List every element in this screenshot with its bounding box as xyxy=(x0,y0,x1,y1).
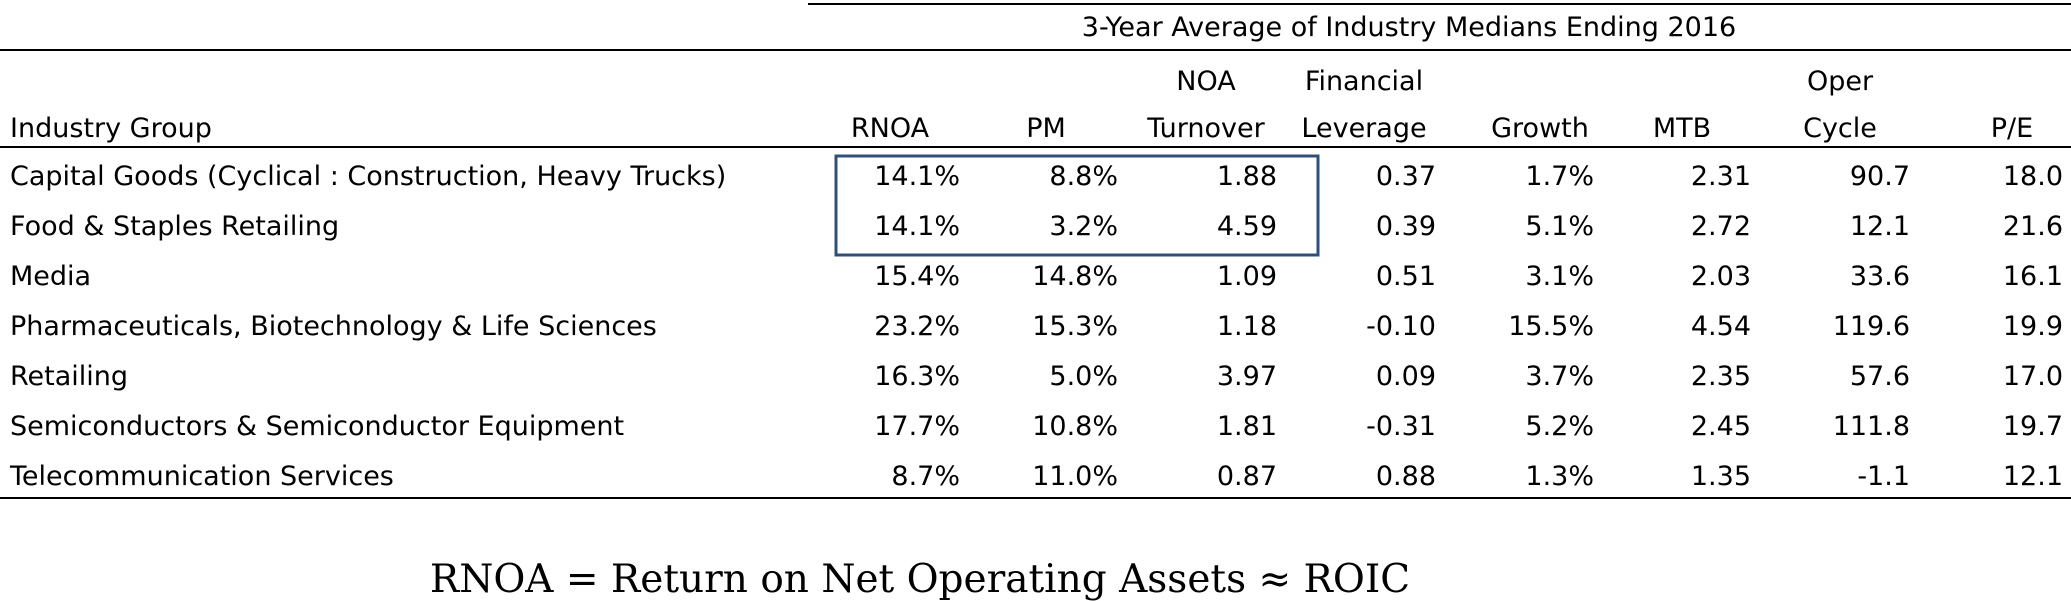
cell-rnoa: 16.3% xyxy=(874,361,960,392)
cell-mtb: 4.54 xyxy=(1691,311,1751,342)
table-row: Semiconductors & Semiconductor Equipment… xyxy=(10,411,2063,442)
cell-financial-leverage: 0.37 xyxy=(1376,161,1436,192)
cell-pe: 12.1 xyxy=(2003,461,2063,492)
cell-pm: 5.0% xyxy=(1049,361,1118,392)
header-growth-line-2: Growth xyxy=(1491,113,1589,144)
cell-rnoa: 8.7% xyxy=(891,461,960,492)
header-mtb-line-2: MTB xyxy=(1653,113,1711,144)
cell-oper-cycle: 111.8 xyxy=(1833,411,1910,442)
cell-growth: 15.5% xyxy=(1508,311,1594,342)
cell-mtb: 2.31 xyxy=(1691,161,1751,192)
cell-financial-leverage: 0.51 xyxy=(1376,261,1436,292)
header-financial-leverage-line-1: Financial xyxy=(1305,66,1423,97)
cell-pm: 10.8% xyxy=(1032,411,1118,442)
cell-growth: 1.3% xyxy=(1525,461,1594,492)
row-label: Capital Goods (Cyclical : Construction, … xyxy=(10,161,726,192)
cell-growth: 3.7% xyxy=(1525,361,1594,392)
cell-pm: 8.8% xyxy=(1049,161,1118,192)
cell-pm: 14.8% xyxy=(1032,261,1118,292)
cell-noa-turnover: 0.87 xyxy=(1217,461,1277,492)
column-headers: Industry Group RNOA PM NOA Turnover Financial… xyxy=(10,66,2033,144)
row-label: Telecommunication Services xyxy=(9,461,394,492)
cell-mtb: 2.72 xyxy=(1691,211,1751,242)
cell-financial-leverage: 0.09 xyxy=(1376,361,1436,392)
cell-pm: 3.2% xyxy=(1049,211,1118,242)
highlight-box xyxy=(834,154,1320,257)
cell-noa-turnover: 3.97 xyxy=(1217,361,1277,392)
cell-rnoa: 17.7% xyxy=(874,411,960,442)
table-row: Telecommunication Services 8.7% 11.0% 0.87 0… xyxy=(9,461,2063,492)
table-row: Media 15.4% 14.8% 1.09 0.51 3.1% 2.03 33.6 16.1 xyxy=(10,261,2063,292)
cell-noa-turnover: 1.18 xyxy=(1217,311,1277,342)
cell-rnoa: 14.1% xyxy=(874,161,960,192)
cell-oper-cycle: 57.6 xyxy=(1850,361,1910,392)
cell-oper-cycle: 33.6 xyxy=(1850,261,1910,292)
row-label: Retailing xyxy=(10,361,128,392)
cell-mtb: 2.35 xyxy=(1691,361,1751,392)
cell-oper-cycle: 12.1 xyxy=(1850,211,1910,242)
cell-pm: 11.0% xyxy=(1032,461,1118,492)
cell-growth: 3.1% xyxy=(1525,261,1594,292)
cell-pe: 19.7 xyxy=(2003,411,2063,442)
header-oper-cycle-line-1: Oper xyxy=(1807,66,1874,97)
header-financial-leverage-line-2: Leverage xyxy=(1301,113,1426,144)
row-label: Semiconductors & Semiconductor Equipment xyxy=(10,411,624,442)
cell-rnoa: 14.1% xyxy=(874,211,960,242)
cell-oper-cycle: 119.6 xyxy=(1833,311,1910,342)
cell-pe: 17.0 xyxy=(2003,361,2063,392)
header-rnoa-line-2: RNOA xyxy=(851,113,930,144)
header-noa-turnover-line-2: Turnover xyxy=(1146,113,1265,144)
cell-noa-turnover: 4.59 xyxy=(1217,211,1277,242)
cell-financial-leverage: 0.39 xyxy=(1376,211,1436,242)
cell-noa-turnover: 1.81 xyxy=(1217,411,1277,442)
footnote-caption: RNOA = Return on Net Operating Assets ≈ … xyxy=(430,557,1410,601)
header-pm-line-2: PM xyxy=(1026,113,1066,144)
row-label: Food & Staples Retailing xyxy=(10,211,339,242)
table-row: Pharmaceuticals, Biotechnology & Life Sc… xyxy=(10,311,2063,342)
cell-pe: 19.9 xyxy=(2003,311,2063,342)
cell-growth: 5.2% xyxy=(1525,411,1594,442)
cell-pm: 15.3% xyxy=(1032,311,1118,342)
cell-financial-leverage: -0.10 xyxy=(1366,311,1436,342)
header-noa-turnover-line-1: NOA xyxy=(1176,66,1236,97)
header-oper-cycle-line-2: Cycle xyxy=(1803,113,1877,144)
cell-oper-cycle: 90.7 xyxy=(1850,161,1910,192)
cell-financial-leverage: 0.88 xyxy=(1376,461,1436,492)
table-row: Capital Goods (Cyclical : Construction, … xyxy=(10,161,2063,192)
table-row: Food & Staples Retailing 14.1% 3.2% 4.59 0.3… xyxy=(10,211,2063,242)
cell-pe: 21.6 xyxy=(2003,211,2063,242)
cell-mtb: 2.03 xyxy=(1691,261,1751,292)
table-title: 3-Year Average of Industry Medians Endin… xyxy=(1082,12,1736,43)
cell-noa-turnover: 1.09 xyxy=(1217,261,1277,292)
cell-mtb: 2.45 xyxy=(1691,411,1751,442)
cell-financial-leverage: -0.31 xyxy=(1366,411,1436,442)
row-label: Pharmaceuticals, Biotechnology & Life Sc… xyxy=(10,311,657,342)
table-body: Capital Goods (Cyclical : Construction, … xyxy=(9,161,2063,492)
row-label: Media xyxy=(10,261,91,292)
cell-mtb: 1.35 xyxy=(1691,461,1751,492)
header-pe-line-2: P/E xyxy=(1991,113,2033,144)
cell-growth: 1.7% xyxy=(1525,161,1594,192)
cell-pe: 18.0 xyxy=(2003,161,2063,192)
cell-rnoa: 23.2% xyxy=(874,311,960,342)
cell-oper-cycle: -1.1 xyxy=(1857,461,1910,492)
cell-pe: 16.1 xyxy=(2003,261,2063,292)
cell-rnoa: 15.4% xyxy=(874,261,960,292)
table-row: Retailing 16.3% 5.0% 3.97 0.09 3.7% 2.35 57.6 17… xyxy=(10,361,2063,392)
cell-growth: 5.1% xyxy=(1525,211,1594,242)
header-industry-line-2: Industry Group xyxy=(10,113,212,144)
cell-noa-turnover: 1.88 xyxy=(1217,161,1277,192)
